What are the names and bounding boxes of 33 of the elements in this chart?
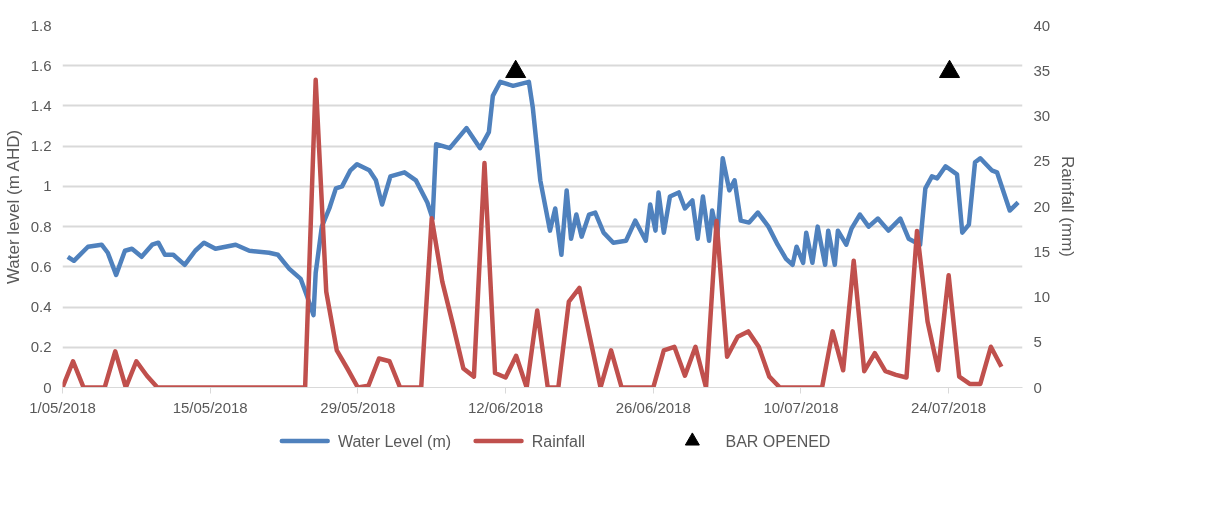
legend-label: BAR OPENED xyxy=(725,432,831,450)
legend-label: Rainfall xyxy=(531,432,586,450)
y-tick-label: 1.4 xyxy=(30,96,52,114)
x-tick-label: 26/06/2018 xyxy=(615,398,691,416)
y-tick-label: 0.2 xyxy=(30,338,52,356)
x-tick-label: 29/05/2018 xyxy=(320,398,396,416)
y-tick-label: 1.2 xyxy=(30,137,52,155)
y2-tick-label: 20 xyxy=(1033,197,1051,215)
y2-tick-label: 35 xyxy=(1033,61,1051,79)
y2-tick-label: 30 xyxy=(1033,107,1051,124)
x-tick-label: 1/05/2018 xyxy=(29,398,96,416)
line-series xyxy=(62,77,1004,388)
line-series xyxy=(65,79,1021,318)
legend-label: Water Level (m) xyxy=(337,432,452,450)
y-tick-label: 0.8 xyxy=(30,217,52,235)
x-tick-label: 24/07/2018 xyxy=(911,398,987,416)
y2-tick-label: 5 xyxy=(1033,333,1042,351)
y2-tick-label: 15 xyxy=(1033,242,1051,260)
y2-tick-label: 0 xyxy=(1033,378,1042,396)
y-tick-label: 0.6 xyxy=(30,257,52,275)
y-tick-label: 0 xyxy=(43,378,52,396)
y2-tick-label: 10 xyxy=(1033,288,1051,305)
y2-tick-label: 25 xyxy=(1033,152,1051,170)
y2-tick-label: 40 xyxy=(1033,16,1051,34)
y-tick-label: 1.6 xyxy=(30,56,52,74)
y-axis-title: Water level (m AHD) xyxy=(3,129,23,285)
y-tick-label: 0.4 xyxy=(30,298,52,316)
x-tick-label: 10/07/2018 xyxy=(763,398,839,416)
y-tick-label: 1 xyxy=(43,177,52,195)
x-tick-label: 15/05/2018 xyxy=(172,398,248,416)
y2-axis-title: Rainfall (mm) xyxy=(1058,155,1078,258)
x-tick-label: 12/06/2018 xyxy=(468,398,544,416)
y-tick-label: 1.8 xyxy=(30,16,52,34)
